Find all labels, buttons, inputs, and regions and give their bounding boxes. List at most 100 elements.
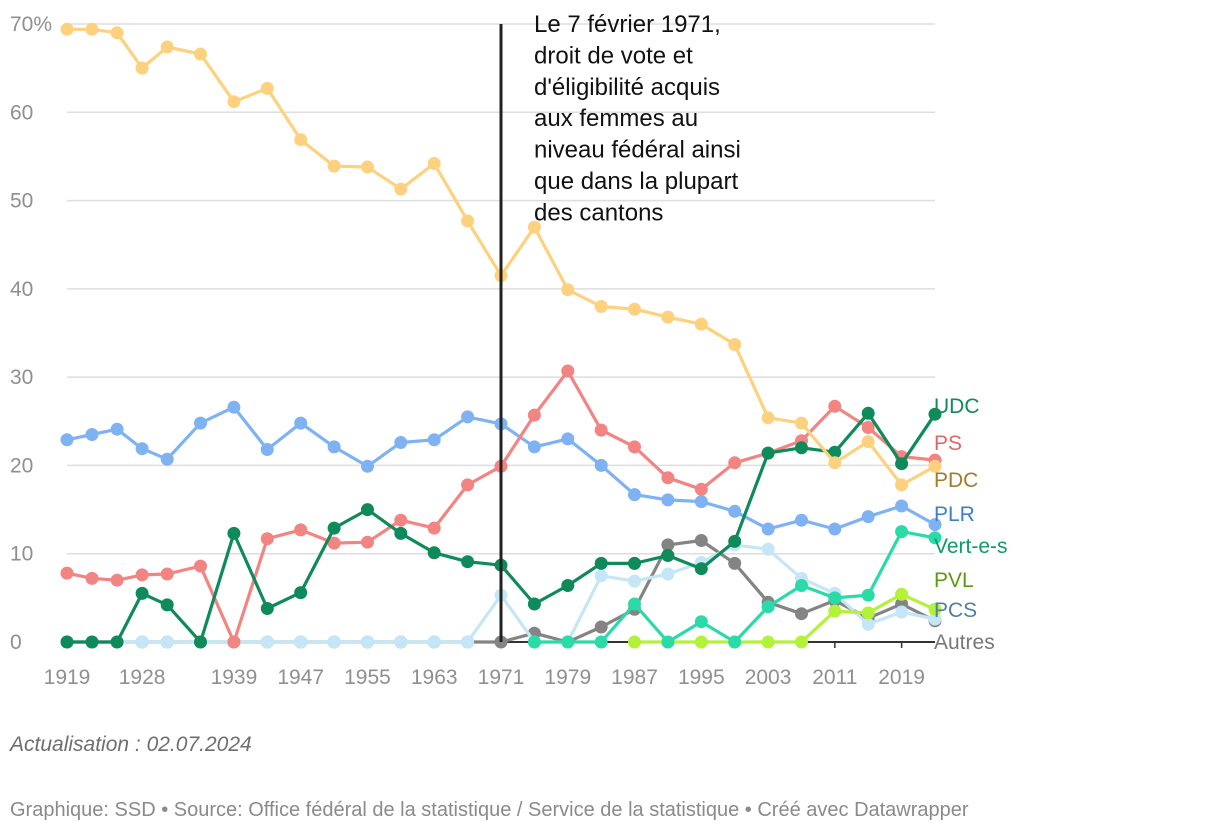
data-point-plr[interactable] (728, 504, 742, 518)
data-point-pdc[interactable] (227, 95, 241, 109)
data-point-udc[interactable] (60, 635, 74, 649)
data-point-ps[interactable] (427, 521, 441, 535)
data-point-pdc[interactable] (895, 478, 909, 492)
data-point-plr[interactable] (294, 416, 308, 430)
data-point-ps[interactable] (594, 423, 608, 437)
data-point-plr[interactable] (628, 488, 641, 502)
data-point-pdc[interactable] (327, 159, 341, 173)
data-point-ps[interactable] (135, 568, 149, 582)
data-point-plr[interactable] (394, 436, 408, 449)
data-point-udc[interactable] (928, 407, 942, 421)
data-point-plr[interactable] (327, 440, 341, 454)
data-point-udc[interactable] (461, 555, 475, 569)
data-point-udc[interactable] (260, 602, 274, 615)
data-point-pdc[interactable] (85, 22, 99, 36)
data-point-pvl[interactable] (928, 602, 942, 616)
data-point-pvl[interactable] (828, 604, 842, 618)
data-point-ps[interactable] (694, 482, 708, 496)
data-point-ps[interactable] (110, 573, 124, 587)
data-point-pdc[interactable] (461, 214, 475, 228)
data-point-pdc[interactable] (694, 317, 708, 331)
data-point-pvl[interactable] (761, 635, 775, 649)
data-point-udc[interactable] (694, 562, 708, 576)
data-point-udc[interactable] (861, 406, 875, 420)
data-point-vert-e-s[interactable] (594, 635, 608, 649)
data-point-ps[interactable] (394, 513, 408, 527)
data-point-pcs[interactable] (895, 605, 909, 619)
data-point-pdc[interactable] (394, 182, 408, 196)
data-point-pdc[interactable] (427, 157, 441, 170)
data-point-plr[interactable] (594, 458, 608, 472)
data-point-plr[interactable] (461, 410, 475, 424)
data-point-ps[interactable] (227, 635, 241, 649)
data-point-ps[interactable] (527, 408, 541, 422)
data-point-vert-e-s[interactable] (761, 600, 775, 614)
data-point-pdc[interactable] (728, 338, 742, 351)
data-point-pcs[interactable] (628, 574, 641, 588)
data-point-ps[interactable] (294, 523, 308, 537)
data-point-plr[interactable] (110, 422, 124, 436)
data-point-ps[interactable] (828, 399, 842, 413)
data-point-udc[interactable] (661, 549, 675, 562)
data-point-plr[interactable] (694, 495, 708, 509)
data-point-udc[interactable] (828, 445, 842, 459)
data-point-udc[interactable] (628, 556, 641, 570)
data-point-pdc[interactable] (628, 302, 641, 316)
data-point-pvl[interactable] (628, 635, 641, 649)
data-point-vert-e-s[interactable] (861, 588, 875, 602)
data-point-udc[interactable] (561, 579, 575, 592)
data-point-pdc[interactable] (160, 40, 174, 54)
data-point-autres[interactable] (661, 538, 675, 552)
data-point-pdc[interactable] (361, 160, 374, 174)
data-point-pcs[interactable] (160, 635, 174, 649)
data-point-plr[interactable] (661, 493, 675, 507)
data-point-pcs[interactable] (861, 617, 875, 631)
data-point-pcs[interactable] (135, 635, 149, 649)
data-point-udc[interactable] (594, 556, 608, 570)
data-point-pvl[interactable] (861, 606, 875, 620)
data-point-plr[interactable] (85, 428, 99, 441)
data-point-udc[interactable] (527, 597, 541, 611)
data-point-vert-e-s[interactable] (694, 615, 708, 629)
data-point-pcs[interactable] (928, 612, 942, 626)
data-point-vert-e-s[interactable] (928, 531, 942, 545)
data-point-udc[interactable] (160, 598, 174, 612)
data-point-udc[interactable] (227, 526, 241, 540)
data-point-pcs[interactable] (594, 569, 608, 583)
data-point-autres[interactable] (694, 534, 708, 547)
data-point-udc[interactable] (728, 534, 742, 548)
data-point-vert-e-s[interactable] (728, 635, 742, 649)
data-point-pdc[interactable] (527, 220, 541, 234)
data-point-ps[interactable] (561, 364, 575, 378)
data-point-plr[interactable] (361, 459, 374, 473)
data-point-autres[interactable] (795, 607, 808, 621)
data-point-ps[interactable] (160, 567, 174, 581)
data-point-ps[interactable] (85, 571, 99, 585)
data-point-vert-e-s[interactable] (828, 591, 842, 605)
data-point-pdc[interactable] (194, 47, 207, 61)
data-point-autres[interactable] (594, 620, 608, 634)
data-point-pcs[interactable] (394, 635, 408, 649)
data-point-pcs[interactable] (361, 635, 374, 649)
data-point-pdc[interactable] (260, 81, 274, 95)
data-point-udc[interactable] (361, 503, 374, 517)
data-point-pcs[interactable] (327, 635, 341, 649)
data-point-pdc[interactable] (861, 435, 875, 449)
data-point-pcs[interactable] (260, 635, 274, 649)
data-point-udc[interactable] (294, 586, 308, 600)
data-point-pcs[interactable] (427, 635, 441, 649)
data-point-pdc[interactable] (761, 411, 775, 425)
data-point-ps[interactable] (461, 478, 475, 492)
data-point-vert-e-s[interactable] (628, 597, 641, 611)
data-point-vert-e-s[interactable] (795, 579, 808, 592)
data-point-ps[interactable] (194, 559, 207, 573)
data-point-pdc[interactable] (60, 22, 74, 36)
data-point-ps[interactable] (661, 471, 675, 485)
data-point-udc[interactable] (327, 521, 341, 535)
data-point-vert-e-s[interactable] (661, 635, 675, 649)
data-point-ps[interactable] (327, 536, 341, 550)
data-point-pdc[interactable] (928, 459, 942, 473)
data-point-pvl[interactable] (694, 635, 708, 649)
data-point-udc[interactable] (761, 446, 775, 460)
data-point-udc[interactable] (110, 635, 124, 649)
